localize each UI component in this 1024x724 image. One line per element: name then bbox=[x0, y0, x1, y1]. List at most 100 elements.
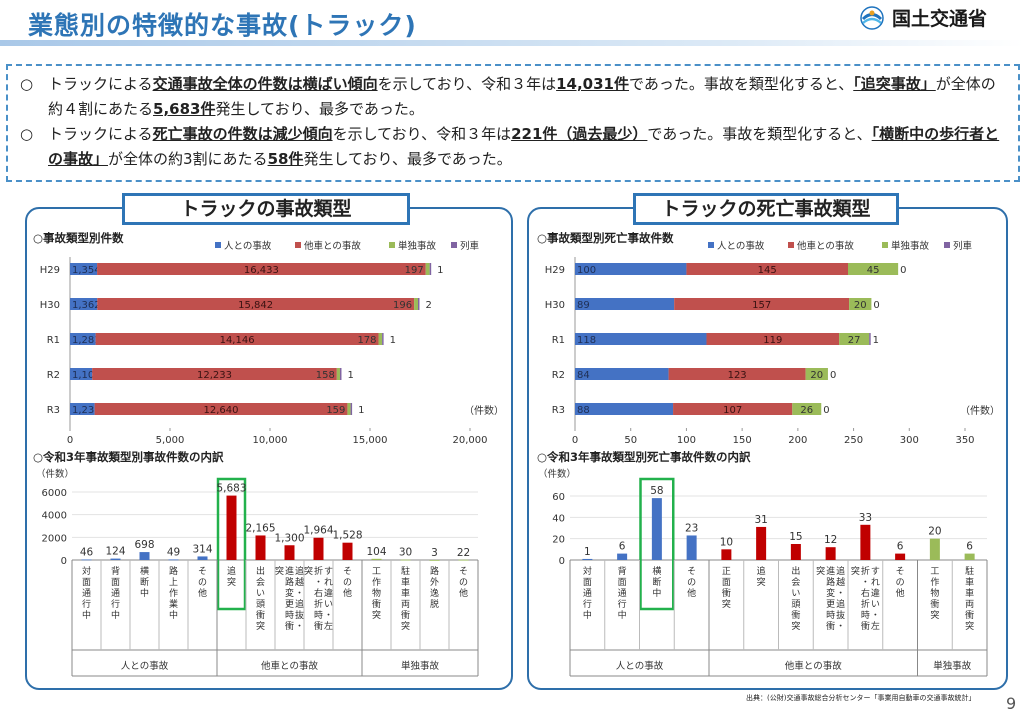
category-label-char: 横 bbox=[140, 565, 149, 577]
x-tick-label: 350 bbox=[955, 435, 974, 446]
category-label-char: 作 bbox=[169, 587, 178, 599]
data-label: 100 bbox=[577, 265, 596, 276]
category-label-char: ・ bbox=[861, 578, 870, 588]
category-label-char: 他 bbox=[896, 587, 905, 599]
bar bbox=[400, 559, 411, 561]
category-label-char: 衝 bbox=[722, 587, 731, 599]
category-label-char: 中 bbox=[169, 609, 178, 621]
category-label-char: の bbox=[198, 578, 207, 588]
bar-segment bbox=[70, 368, 93, 380]
bar-segment bbox=[575, 298, 675, 310]
bar bbox=[226, 495, 237, 560]
bar-segment bbox=[70, 263, 98, 275]
category-label-char: 衝 bbox=[930, 598, 939, 610]
bar bbox=[313, 537, 324, 560]
category-label-char: 駐 bbox=[965, 565, 974, 577]
data-label: 1 bbox=[584, 546, 591, 558]
category-label-char: 断 bbox=[140, 576, 149, 588]
category-label-char: 工 bbox=[372, 567, 381, 577]
category-label-char: ・ bbox=[295, 622, 304, 632]
category-label-char: 突 bbox=[304, 565, 313, 577]
category-label: R1 bbox=[47, 335, 60, 346]
bar-segment bbox=[575, 403, 674, 415]
summary-highlight: 221件（過去最少） bbox=[511, 125, 648, 143]
x-tick-label: 100 bbox=[677, 435, 696, 446]
page-number: 9 bbox=[1006, 694, 1017, 713]
bar-segment bbox=[425, 263, 430, 275]
data-label: 14,146 bbox=[220, 335, 255, 346]
data-label: 45 bbox=[867, 265, 880, 276]
bar bbox=[110, 558, 121, 560]
data-label: 178 bbox=[357, 335, 376, 346]
bar-segment bbox=[350, 403, 353, 415]
category-label-char: 会 bbox=[791, 576, 800, 588]
right-chart2-subtitle: ○令和3年事故類型別死亡事故件数の内訳 bbox=[537, 450, 751, 464]
category-label-char: 対 bbox=[583, 565, 592, 577]
bar-segment bbox=[97, 298, 415, 310]
bar-segment bbox=[336, 368, 340, 380]
category-label-char: ・ bbox=[836, 589, 845, 599]
category-label-char: 折 bbox=[314, 598, 323, 610]
category-label-char: 突 bbox=[227, 576, 236, 588]
category-label: R3 bbox=[47, 405, 60, 416]
legend-swatch bbox=[944, 242, 950, 248]
category-label-char: そ bbox=[687, 566, 696, 577]
category-label-char: 時 bbox=[861, 610, 870, 621]
summary-highlight: 14,031件 bbox=[556, 75, 629, 93]
right-chart1-subtitle: ○事故類型別死亡事故件数 bbox=[537, 231, 674, 245]
category-label-char: 対 bbox=[82, 565, 91, 577]
data-label: 89 bbox=[577, 300, 590, 311]
category-label-char: 左 bbox=[324, 620, 333, 632]
summary-text-segment: であった。事故を類型化すると、 bbox=[647, 125, 872, 143]
data-label: 124 bbox=[105, 546, 125, 558]
legend-label: 他車との事故 bbox=[304, 240, 361, 252]
group-label: 単独事故 bbox=[933, 660, 972, 672]
left-chart1-subtitle: ○事故類型別件数 bbox=[33, 231, 124, 245]
category-label-char: 通 bbox=[111, 588, 120, 599]
bar bbox=[756, 526, 767, 560]
y-tick-label: 4000 bbox=[42, 511, 67, 522]
category-label-char: ・ bbox=[295, 589, 304, 599]
legend-label: 他車との事故 bbox=[797, 240, 854, 252]
data-label: 107 bbox=[723, 405, 742, 416]
category-label-char: 突 bbox=[851, 565, 860, 577]
legend-label: 単独事故 bbox=[891, 240, 930, 252]
category-label-char: 出 bbox=[791, 565, 800, 577]
x-tick-label: 250 bbox=[844, 435, 863, 446]
category-label-char: ・ bbox=[871, 611, 880, 621]
y-axis-unit: （件数） bbox=[538, 468, 576, 480]
category-label-char: 突 bbox=[930, 609, 939, 621]
category-label-char: 断 bbox=[652, 576, 661, 588]
bar-segment bbox=[97, 263, 426, 275]
summary-text-segment: 発生しており、最多であった。 bbox=[303, 150, 512, 168]
category-label: H30 bbox=[40, 300, 60, 311]
category-label-char: れ bbox=[871, 577, 880, 588]
summary-text-segment: を示しており、令和３年は bbox=[377, 75, 557, 93]
bar-segment bbox=[848, 263, 899, 275]
data-label: 119 bbox=[763, 335, 782, 346]
category-label-char: 頭 bbox=[256, 599, 265, 610]
category-label-char: 時 bbox=[285, 610, 294, 621]
category-label-char: ・ bbox=[314, 578, 323, 588]
bar bbox=[929, 538, 940, 560]
category-label: R1 bbox=[552, 335, 565, 346]
category-label-char: 中 bbox=[82, 609, 91, 621]
bar-segment bbox=[575, 333, 707, 345]
legend-swatch bbox=[708, 242, 714, 248]
category-label-char: 行 bbox=[618, 598, 627, 610]
category-label-char: ・ bbox=[324, 611, 333, 621]
category-label-char: す bbox=[324, 566, 333, 577]
bar bbox=[721, 549, 732, 560]
category-label-char: 衝 bbox=[861, 620, 870, 632]
group-label: 他車との事故 bbox=[261, 660, 318, 672]
category-label-char: の bbox=[687, 578, 696, 588]
category-label-char: 突 bbox=[275, 565, 284, 577]
category-label-char: 他 bbox=[459, 587, 468, 599]
category-label-char: 物 bbox=[372, 587, 381, 599]
category-label-char: そ bbox=[198, 566, 207, 577]
summary-text-segment: が全体の約４割にあたる bbox=[48, 75, 996, 118]
category-label-char: 突 bbox=[757, 576, 766, 588]
data-label: 5,683 bbox=[216, 483, 246, 495]
summary-box: ○ トラックによる交通事故全体の件数は横ばい傾向を示しており、令和３年は14,0… bbox=[6, 64, 1020, 182]
category-label-char: 工 bbox=[930, 567, 939, 577]
